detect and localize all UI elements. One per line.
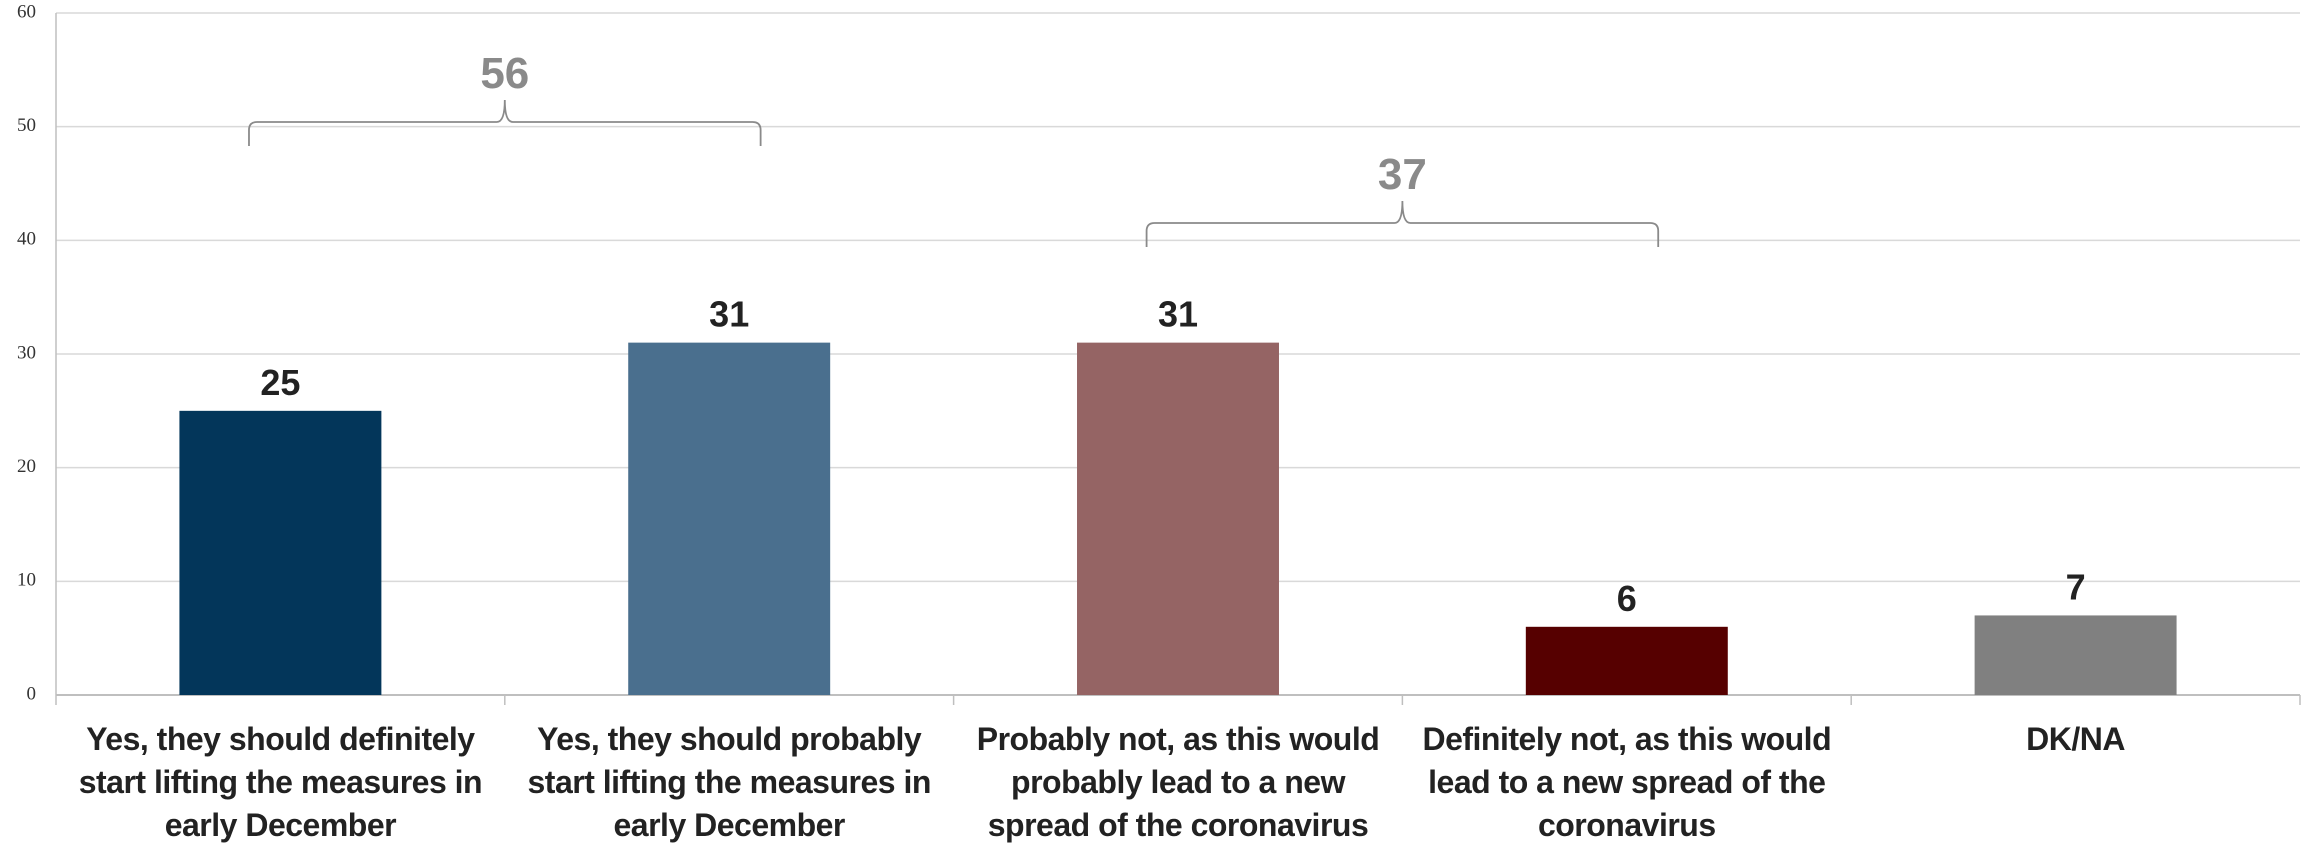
y-tick-label: 40 <box>17 229 36 250</box>
bar <box>1525 626 1728 695</box>
x-tick-label: Yes, they should definitely start liftin… <box>78 721 483 843</box>
y-tick-label: 20 <box>17 456 36 477</box>
y-tick-label: 0 <box>27 683 37 704</box>
x-tick-label: Probably not, as this would probably lea… <box>976 721 1380 843</box>
value-label: 31 <box>1158 294 1198 335</box>
bar <box>1077 342 1279 695</box>
y-tick-label: 60 <box>17 1 36 22</box>
bracket <box>248 99 762 146</box>
value-label: 6 <box>1617 578 1637 619</box>
bar <box>179 410 382 695</box>
bracket-label: 56 <box>480 49 529 98</box>
value-label: 31 <box>709 294 749 335</box>
value-label: 7 <box>2066 566 2086 607</box>
x-tick-label: Definitely not, as this would lead to a … <box>1422 721 1832 843</box>
bar <box>1974 615 2177 695</box>
bracket <box>1145 200 1660 247</box>
x-tick-label: DK/NA <box>2026 721 2125 757</box>
bar <box>628 342 831 695</box>
y-tick-label: 10 <box>17 570 36 591</box>
x-tick-label: Yes, they should probably start lifting … <box>527 721 932 843</box>
bracket-label: 37 <box>1378 150 1427 199</box>
y-tick-label: 50 <box>17 115 36 136</box>
y-tick-label: 30 <box>17 342 36 363</box>
value-label: 25 <box>260 362 300 403</box>
